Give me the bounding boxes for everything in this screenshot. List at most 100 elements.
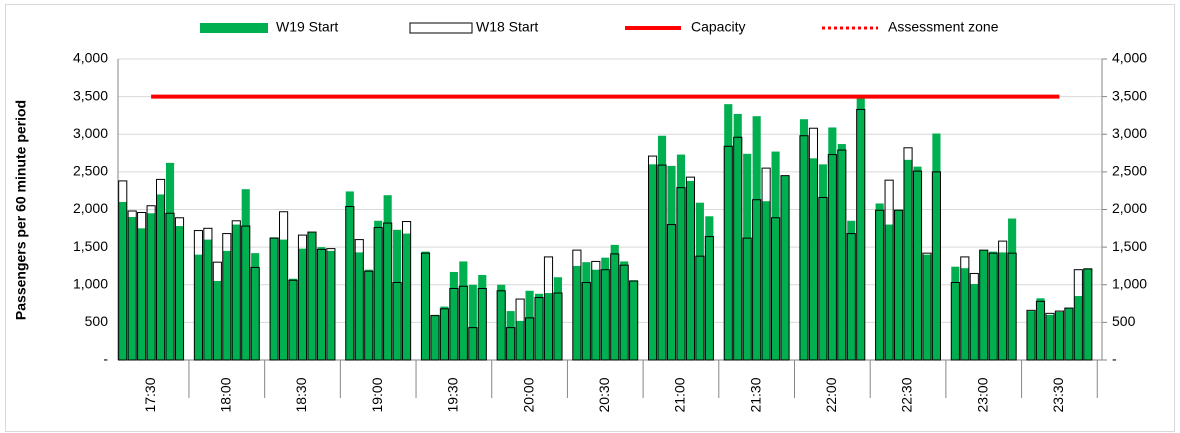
x-tick-label: 22:30 — [899, 377, 915, 412]
bar — [147, 213, 156, 360]
bar — [856, 97, 865, 360]
outline-bar — [922, 252, 932, 361]
bar — [743, 153, 752, 360]
outline-bar — [969, 272, 979, 361]
outline-bar — [174, 217, 185, 361]
bar — [175, 226, 184, 360]
outline-bar — [572, 249, 582, 361]
bar — [364, 269, 373, 360]
bar — [620, 261, 629, 360]
outline-bar — [316, 248, 326, 361]
bar — [222, 250, 231, 360]
outline-bar — [818, 196, 828, 361]
bar — [534, 293, 544, 360]
bar — [506, 311, 515, 360]
outline-bar — [212, 261, 222, 361]
outline-bar — [733, 136, 743, 361]
bar — [544, 293, 553, 360]
outline-bar — [402, 221, 412, 361]
bar — [979, 250, 988, 360]
outline-bar — [477, 288, 487, 361]
bar — [317, 247, 326, 360]
outline-bar — [1026, 309, 1036, 361]
outline-bar — [1035, 300, 1046, 361]
legend-label: W18 Start — [476, 19, 538, 35]
bar — [516, 320, 525, 360]
bar — [809, 158, 818, 360]
bar — [307, 232, 317, 360]
outline-bar — [496, 290, 506, 361]
outline-bar — [950, 281, 960, 361]
bar — [203, 239, 212, 360]
bar — [657, 135, 667, 360]
bar — [903, 159, 913, 360]
outline-bar — [610, 253, 620, 361]
bar — [601, 257, 610, 360]
bar — [421, 251, 430, 360]
outline-bar — [988, 252, 998, 361]
y-tick-label: 4,000 — [73, 50, 108, 66]
bar — [799, 119, 809, 360]
bar — [374, 220, 383, 360]
bar — [922, 254, 932, 360]
y-tick-label: 1,000 — [73, 275, 108, 291]
bar — [232, 224, 241, 360]
bar — [345, 191, 354, 360]
outline-bar — [912, 170, 923, 361]
y-tick-label: 2,500 — [73, 163, 108, 179]
bar — [1074, 296, 1083, 360]
outline-bar — [1064, 307, 1074, 361]
outline-bar — [1073, 269, 1083, 361]
outline-bar — [723, 145, 733, 361]
bar — [648, 164, 657, 360]
outline-bar — [629, 280, 639, 361]
bar — [705, 216, 714, 360]
outline-bar — [364, 270, 374, 361]
outline-bar — [827, 154, 837, 361]
outline-bar — [222, 233, 232, 361]
y2-tick-label: 1,500 — [1112, 238, 1147, 254]
outline-bar — [241, 225, 251, 361]
x-tick-label: 19:30 — [445, 377, 461, 412]
y2-tick-label: 500 — [1112, 313, 1136, 329]
outline-bar — [193, 230, 203, 361]
outline-bar — [998, 240, 1008, 361]
bar — [468, 284, 477, 360]
outline-bar — [931, 171, 941, 361]
bar — [393, 229, 402, 360]
outline-bar — [619, 264, 629, 361]
outline-bar — [543, 256, 554, 361]
outline-bar — [1054, 310, 1064, 361]
x-tick-label: 17:30 — [142, 377, 158, 412]
outline-bar — [269, 237, 279, 361]
outline-bar — [449, 288, 459, 361]
y-tick-label: 3,500 — [73, 87, 108, 103]
outline-bar — [146, 205, 156, 361]
bar — [1055, 311, 1064, 360]
outline-bar — [553, 292, 563, 361]
outline-bar — [127, 210, 137, 361]
bar — [724, 104, 733, 361]
outline-bar — [799, 135, 809, 361]
outline-bar — [666, 224, 677, 361]
y2-tick-label: 4,000 — [1112, 50, 1147, 66]
bar — [894, 209, 903, 360]
bar — [960, 268, 969, 360]
bar — [752, 116, 761, 360]
outline-bar — [383, 222, 393, 361]
bar — [610, 244, 619, 360]
bar — [591, 269, 600, 360]
x-tick-label: 23:00 — [974, 377, 990, 412]
outline-bar — [846, 233, 856, 361]
outline-bar — [288, 279, 298, 361]
bar — [932, 133, 941, 360]
outline-bar — [742, 237, 752, 361]
bar — [913, 166, 922, 360]
outline-bar — [1007, 252, 1017, 361]
bar — [118, 201, 127, 360]
x-tick-label: 21:30 — [747, 377, 763, 412]
x-tick-label: 20:30 — [596, 377, 612, 412]
bar — [1083, 268, 1092, 360]
outline-bar — [979, 249, 989, 361]
